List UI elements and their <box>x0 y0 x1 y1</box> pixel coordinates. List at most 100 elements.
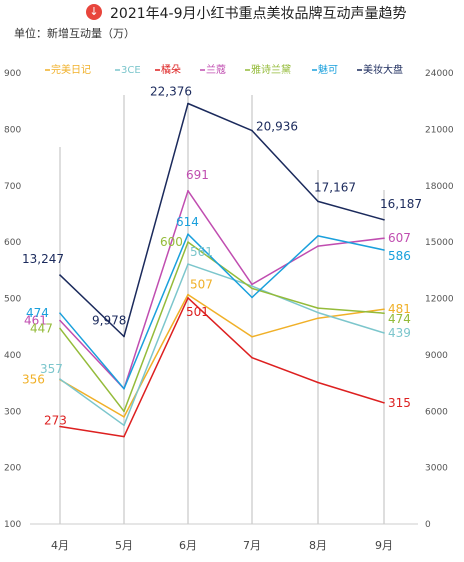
data-point <box>383 237 385 239</box>
legend-label: 完美日记 <box>51 63 91 76</box>
series-line <box>59 190 385 390</box>
data-point <box>187 233 189 235</box>
data-point <box>317 307 319 309</box>
data-point <box>251 287 253 290</box>
y-right-tick-label: 0 <box>425 520 431 530</box>
data-label: 691 <box>186 168 209 182</box>
x-tick-label: 8月 <box>309 539 327 552</box>
data-label: 22,376 <box>150 85 192 99</box>
data-point <box>317 200 319 203</box>
data-point <box>383 308 385 311</box>
data-label: 474 <box>26 306 49 320</box>
data-label: 357 <box>40 362 63 376</box>
data-point <box>317 235 319 237</box>
data-label: 439 <box>388 326 411 340</box>
data-point <box>383 219 385 221</box>
y-right-tick-label: 6000 <box>425 407 448 417</box>
data-label: 20,936 <box>256 120 298 134</box>
data-label: 481 <box>388 302 411 316</box>
data-point <box>59 425 61 428</box>
legend-label: 3CE <box>121 65 141 76</box>
data-point <box>187 293 189 296</box>
data-label: 16,187 <box>380 197 422 211</box>
download-arrow-icon[interactable]: ↓ <box>86 4 102 20</box>
y-right-tick-label: 12000 <box>425 295 454 305</box>
series-line <box>59 297 385 438</box>
data-point <box>123 416 125 418</box>
y-right-tick-label: 24000 <box>425 69 454 79</box>
y-right-tick-label: 21000 <box>425 125 454 135</box>
data-point <box>251 296 253 299</box>
data-point <box>383 332 385 334</box>
legend-label: 魅可 <box>318 63 338 76</box>
data-label: 600 <box>160 235 183 249</box>
x-tick-label: 4月 <box>51 539 69 552</box>
data-point <box>251 336 253 338</box>
y-left-tick-label: 800 <box>4 125 21 135</box>
series-line <box>59 102 385 338</box>
data-point <box>187 102 189 105</box>
data-point <box>59 274 61 276</box>
data-point <box>187 263 189 265</box>
series-line <box>59 263 385 427</box>
chart-title: 2021年4-9月小红书重点美妆品牌互动声量趋势 <box>110 6 407 22</box>
data-label: 447 <box>30 321 53 335</box>
data-point <box>251 285 253 287</box>
legend-label: 橘朵 <box>161 64 181 76</box>
data-label: 9,978 <box>92 313 126 327</box>
data-point <box>59 378 61 380</box>
y-left-tick-label: 200 <box>4 464 21 474</box>
data-point <box>123 387 125 390</box>
y-left-tick-label: 400 <box>4 351 21 361</box>
data-label: 13,247 <box>22 252 64 266</box>
data-label: 315 <box>388 396 411 410</box>
data-label: 614 <box>176 215 199 229</box>
y-right-tick-label: 15000 <box>425 238 454 248</box>
chart-subtitle: 单位：新增互动量（万） <box>14 27 135 40</box>
data-point <box>123 424 125 427</box>
data-point <box>383 402 385 404</box>
y-left-tick-label: 700 <box>4 182 21 192</box>
y-left-tick-label: 300 <box>4 407 21 417</box>
x-tick-label: 5月 <box>115 539 133 552</box>
x-tick-label: 7月 <box>243 539 261 552</box>
data-point <box>317 381 319 384</box>
y-right-tick-label: 3000 <box>425 464 448 474</box>
y-left-tick-label: 900 <box>4 69 21 79</box>
y-left-tick-label: 600 <box>4 238 21 248</box>
y-right-tick-label: 9000 <box>425 351 448 361</box>
data-point <box>187 297 189 299</box>
data-point <box>123 410 125 413</box>
data-label: 17,167 <box>314 180 356 194</box>
data-point <box>187 241 189 243</box>
data-point <box>59 319 61 322</box>
data-label: 561 <box>190 245 213 259</box>
data-label: 501 <box>186 305 209 319</box>
data-label: 461 <box>24 313 47 327</box>
data-point <box>59 312 61 315</box>
data-point <box>251 129 253 132</box>
data-point <box>251 356 253 359</box>
data-point <box>317 311 319 314</box>
data-label: 607 <box>388 231 411 245</box>
series-line <box>59 233 385 390</box>
data-point <box>317 317 319 320</box>
data-point <box>383 249 385 251</box>
data-point <box>317 245 319 247</box>
x-tick-label: 6月 <box>179 539 197 552</box>
data-label: 273 <box>44 413 67 427</box>
data-label: 356 <box>22 373 45 387</box>
data-point <box>123 435 125 438</box>
data-label: 507 <box>190 278 213 292</box>
legend-label: 美妆大盘 <box>363 63 403 76</box>
y-left-tick-label: 100 <box>4 520 21 530</box>
y-right-tick-label: 18000 <box>425 182 454 192</box>
data-point <box>383 312 385 315</box>
data-label: 586 <box>388 249 411 263</box>
legend-label: 雅诗兰黛 <box>251 63 291 76</box>
data-label: 474 <box>388 312 411 326</box>
y-left-tick-label: 500 <box>4 295 21 305</box>
legend-label: 兰蔻 <box>206 63 226 76</box>
data-point <box>123 335 125 338</box>
